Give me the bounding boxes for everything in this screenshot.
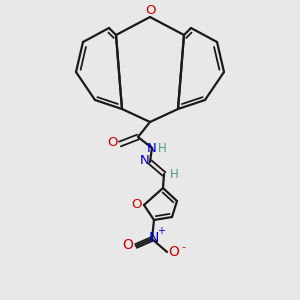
Text: N: N bbox=[147, 142, 157, 154]
Text: O: O bbox=[108, 136, 118, 149]
Text: O: O bbox=[123, 238, 134, 252]
Text: N: N bbox=[140, 154, 150, 167]
Text: O: O bbox=[132, 197, 142, 211]
Text: +: + bbox=[157, 226, 165, 236]
Text: N: N bbox=[149, 231, 159, 245]
Text: H: H bbox=[169, 167, 178, 181]
Text: O: O bbox=[145, 4, 155, 17]
Text: -: - bbox=[181, 242, 185, 252]
Text: O: O bbox=[169, 245, 179, 259]
Text: H: H bbox=[158, 142, 166, 155]
